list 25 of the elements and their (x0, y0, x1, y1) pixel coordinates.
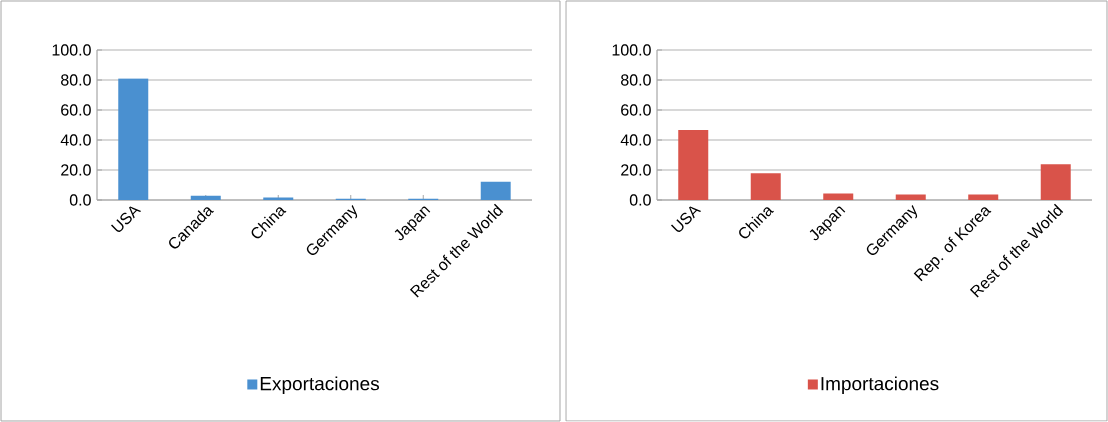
bar (678, 129, 709, 200)
bar (895, 194, 926, 200)
y-tick-label: 100.0 (612, 44, 651, 56)
y-tick-label: 40.0 (620, 134, 651, 146)
bar (750, 173, 781, 200)
x-tick-label: USA (111, 206, 142, 232)
legend-label: Exportaciones (260, 376, 379, 395)
bar (118, 78, 149, 200)
bar (823, 193, 854, 200)
y-tick-label: 0.0 (629, 194, 651, 206)
y-tick-label: 100.0 (52, 44, 91, 56)
legend-label: Importaciones (821, 376, 939, 395)
y-tick-label: 0.0 (69, 194, 91, 206)
y-tick-label: 80.0 (621, 74, 651, 86)
y-tick-label: 60.0 (61, 104, 91, 116)
y-tick-label: 20.0 (61, 164, 91, 176)
bar (968, 194, 999, 200)
y-tick-label: 20.0 (621, 164, 651, 176)
y-tick-label: 60.0 (621, 104, 651, 116)
bar (190, 195, 221, 200)
bar (1040, 164, 1071, 200)
x-tick-label: USA (670, 206, 702, 232)
y-tick-label: 80.0 (61, 74, 91, 86)
bar (480, 181, 511, 200)
y-tick-label: 40.0 (60, 134, 91, 146)
